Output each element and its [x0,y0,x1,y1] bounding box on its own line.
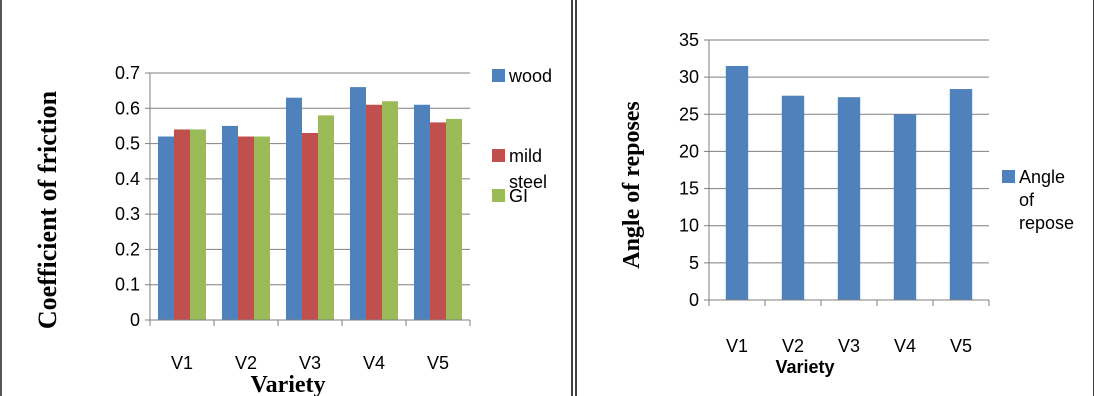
x-tick-label: V1 [171,353,193,373]
x-tick-label: V3 [299,353,321,373]
friction-chart-panel: 0 0.1 0.2 0.3 0.4 0.5 0.6 0.7 V1 V2 V3 V4 V5 wood mi… [0,0,572,396]
legend-label: mild [509,146,542,166]
y-tick-label: 0.4 [115,169,140,189]
bar-angle-of-repose-v3 [837,97,861,300]
legend-swatch [492,189,505,202]
y-tick-label: 25 [679,104,699,124]
bar-mild-steel-v3 [302,132,318,320]
x-axis-title: Variety [775,357,834,377]
x-tick-label: V1 [726,336,748,356]
y-tick-label: 5 [689,253,699,273]
bar-gi-v5 [446,118,462,320]
bar-mild-steel-v1 [174,129,190,320]
y-tick-label: 0.3 [115,204,140,224]
y-tick-label: 35 [679,30,699,50]
y-axis-title: Angle of reposes [619,101,645,269]
y-tick-label: 0 [130,310,140,330]
y-tick-label: 20 [679,141,699,161]
repose-chart-panel: 0 5 10 15 20 25 30 35 V1 V2 V3 V4 V5 Angle of repose … [576,0,1094,396]
bar-gi-v1 [190,129,206,320]
legend-label: GI [509,186,528,206]
bar-gi-v2 [254,136,270,320]
legend-label: repose [1019,213,1074,233]
friction-chart: 0 0.1 0.2 0.3 0.4 0.5 0.6 0.7 V1 V2 V3 V4 V5 wood mi… [33,63,552,396]
x-tick-label: V2 [235,353,257,373]
bar-wood-v5 [414,104,430,320]
y-tick-label: 0.1 [115,275,140,295]
legend-swatch [492,149,505,162]
panel-divider [572,0,576,396]
legend-label: steel [509,172,547,192]
y-tick-label: 0.5 [115,134,140,154]
y-tick-label: 15 [679,179,699,199]
x-tick-label: V4 [894,336,916,356]
bar-wood-v4 [350,87,366,320]
x-tick-label: V5 [950,336,972,356]
legend-swatch [492,69,505,82]
bar-wood-v2 [222,125,238,320]
bar-wood-v1 [158,136,174,320]
x-tick-label: V5 [427,353,449,373]
x-tick-label: V4 [363,353,385,373]
bar-angle-of-repose-v4 [893,114,917,301]
bar-wood-v3 [286,97,302,320]
x-tick-label: V3 [838,336,860,356]
y-axis-title: Coefficient of friction [33,90,62,329]
bar-angle-of-repose-v5 [949,89,973,301]
bar-angle-of-repose-v2 [781,95,805,300]
legend-label: Angle [1019,167,1065,187]
y-tick-label: 10 [679,216,699,236]
y-tick-label: 0.2 [115,239,140,259]
bar-mild-steel-v5 [430,122,446,321]
x-axis-title: Variety [250,372,325,396]
y-tick-label: 0.6 [115,98,140,118]
bar-angle-of-repose-v1 [725,66,749,300]
legend-label: of [1019,190,1035,210]
y-tick-label: 0 [689,290,699,310]
legend-swatch [1002,170,1015,183]
bar-gi-v4 [382,101,398,320]
bar-mild-steel-v4 [366,104,382,320]
bar-mild-steel-v2 [238,136,254,320]
legend-label: wood [508,66,552,86]
x-tick-label: V2 [782,336,804,356]
bar-gi-v3 [318,115,334,320]
y-tick-label: 0.7 [115,63,140,83]
y-tick-label: 30 [679,67,699,87]
